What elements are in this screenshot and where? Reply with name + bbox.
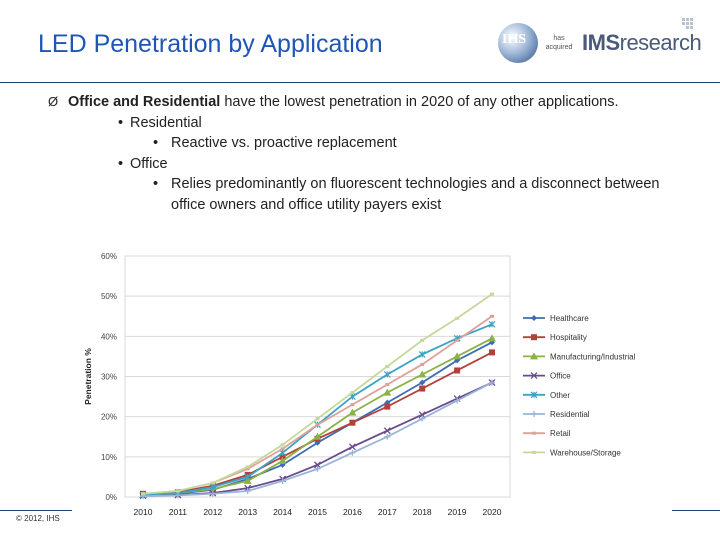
data-point — [385, 383, 390, 387]
data-point — [385, 364, 390, 368]
data-point — [348, 443, 356, 451]
data-point — [530, 372, 538, 380]
data-point — [279, 453, 286, 460]
data-point — [532, 431, 536, 435]
data-point — [454, 367, 461, 374]
data-point — [532, 450, 536, 454]
ims-bold: IMS — [582, 30, 620, 55]
slide-title: LED Penetration by Application — [38, 30, 383, 58]
data-point — [420, 362, 425, 366]
has-acquired-text: has acquired — [545, 35, 573, 51]
data-point — [383, 388, 392, 396]
logo-area: IHS has acquired IMSresearch — [494, 18, 704, 68]
footer-copyright: © 2012, IHS — [16, 514, 60, 523]
legend-entry: Residential — [550, 410, 590, 419]
x-tick-label: 2017 — [378, 507, 397, 517]
x-tick-label: 2011 — [169, 507, 188, 517]
data-point — [419, 385, 426, 392]
data-point — [531, 334, 537, 341]
data-point — [489, 349, 495, 356]
data-point — [455, 316, 460, 320]
y-tick-label: 0% — [105, 493, 117, 502]
data-point — [175, 489, 180, 493]
data-point — [315, 417, 320, 421]
x-tick-label: 2010 — [134, 507, 153, 517]
legend-entry: Office — [550, 372, 571, 381]
data-point — [348, 408, 357, 416]
footer-rule-left — [0, 510, 72, 511]
footer-rule-right — [672, 510, 720, 511]
bullet-rest-text: have the lowest penetration in 2020 of a… — [220, 94, 619, 110]
y-axis-label: Penetration % — [83, 348, 93, 405]
x-tick-label: 2014 — [273, 507, 292, 517]
legend-entry: Other — [550, 391, 570, 400]
x-tick-label: 2018 — [413, 507, 432, 517]
sub-bullet-office: • Office — [118, 155, 168, 172]
data-point — [418, 411, 426, 419]
legend-entry: Healthcare — [550, 314, 589, 323]
arrow-bullet-icon: Ø — [48, 94, 59, 109]
header-rule — [0, 82, 720, 83]
ihs-logo-text: IHS — [502, 32, 527, 47]
data-point — [383, 427, 391, 435]
sub-sub-bullet: • Reactive vs. proactive replacement — [48, 133, 688, 154]
data-point — [531, 315, 537, 321]
data-point — [280, 447, 285, 451]
bullet-content: Ø Office and Residential have the lowest… — [48, 92, 688, 215]
y-tick-label: 20% — [101, 413, 117, 422]
data-point — [384, 403, 391, 410]
ims-research-logo: IMSresearch — [582, 30, 702, 56]
ims-light: research — [619, 30, 702, 55]
data-point — [245, 465, 250, 469]
data-point — [419, 379, 426, 386]
y-tick-label: 10% — [101, 453, 117, 462]
ims-dots-icon — [682, 18, 694, 30]
data-point — [315, 423, 320, 427]
data-point — [141, 492, 145, 496]
x-tick-label: 2013 — [238, 507, 257, 517]
y-tick-label: 30% — [101, 373, 117, 382]
x-tick-label: 2012 — [203, 507, 222, 517]
legend-entry: Manufacturing/Industrial — [550, 352, 636, 361]
data-point — [350, 391, 355, 395]
data-point — [455, 338, 460, 342]
data-point — [420, 338, 425, 342]
data-point — [278, 456, 287, 464]
ihs-globe-icon — [498, 23, 538, 63]
sub-sub-bullet-text: Relies predominantly on fluorescent tech… — [171, 176, 660, 213]
legend-entry: Retail — [550, 429, 571, 438]
penetration-line-chart: 0% 10% 20% 30% 40% 50% 60% 2010 2011 2012 2013 2014… — [83, 252, 636, 517]
sub-bullet-residential: • Residential — [118, 114, 202, 131]
bullet-bold-text: Office and Residential — [68, 94, 221, 110]
sub-bullet-label: Office — [130, 155, 168, 172]
y-tick-label: 40% — [101, 332, 117, 341]
sub-sub-bullet: • Relies predominantly on fluorescent tec… — [48, 174, 688, 215]
data-point — [418, 370, 427, 378]
y-tick-label: 60% — [101, 252, 117, 261]
data-point — [490, 314, 494, 318]
data-point — [210, 481, 215, 485]
data-point — [453, 352, 462, 360]
legend-entry: Warehouse/Storage — [550, 448, 621, 457]
data-point — [313, 432, 322, 440]
data-point — [488, 334, 496, 342]
sub-bullet-label: Residential — [130, 114, 202, 131]
x-tick-label: 2020 — [483, 507, 502, 517]
x-tick-label: 2016 — [343, 507, 362, 517]
data-point — [350, 403, 355, 407]
data-point — [490, 292, 494, 296]
x-tick-label: 2015 — [308, 507, 327, 517]
data-point — [314, 461, 321, 469]
y-tick-label: 50% — [101, 292, 117, 301]
x-tick-label: 2019 — [448, 507, 467, 517]
data-point — [280, 443, 285, 447]
data-point — [349, 419, 356, 426]
data-point — [245, 467, 250, 471]
data-point — [530, 352, 538, 360]
sub-sub-bullet-text: Reactive vs. proactive replacement — [171, 135, 397, 151]
data-point — [243, 476, 252, 484]
bullet-main: Ø Office and Residential have the lowest… — [48, 92, 688, 113]
legend-entry: Hospitality — [550, 333, 587, 342]
